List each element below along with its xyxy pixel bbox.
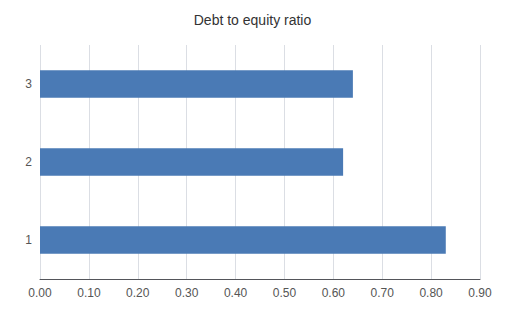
svg-text:1: 1: [25, 233, 32, 247]
svg-text:0.10: 0.10: [77, 286, 101, 300]
svg-text:0.80: 0.80: [419, 286, 443, 300]
svg-text:2: 2: [25, 155, 32, 169]
svg-text:Debt to equity ratio: Debt to equity ratio: [194, 12, 312, 28]
svg-text:0.60: 0.60: [322, 286, 346, 300]
svg-text:0.40: 0.40: [224, 286, 248, 300]
svg-text:0.20: 0.20: [126, 286, 150, 300]
svg-text:3: 3: [25, 77, 32, 91]
svg-text:0.30: 0.30: [175, 286, 199, 300]
svg-text:0.90: 0.90: [468, 286, 492, 300]
svg-text:0.50: 0.50: [273, 286, 297, 300]
svg-text:0.00: 0.00: [28, 286, 52, 300]
svg-text:0.70: 0.70: [371, 286, 395, 300]
